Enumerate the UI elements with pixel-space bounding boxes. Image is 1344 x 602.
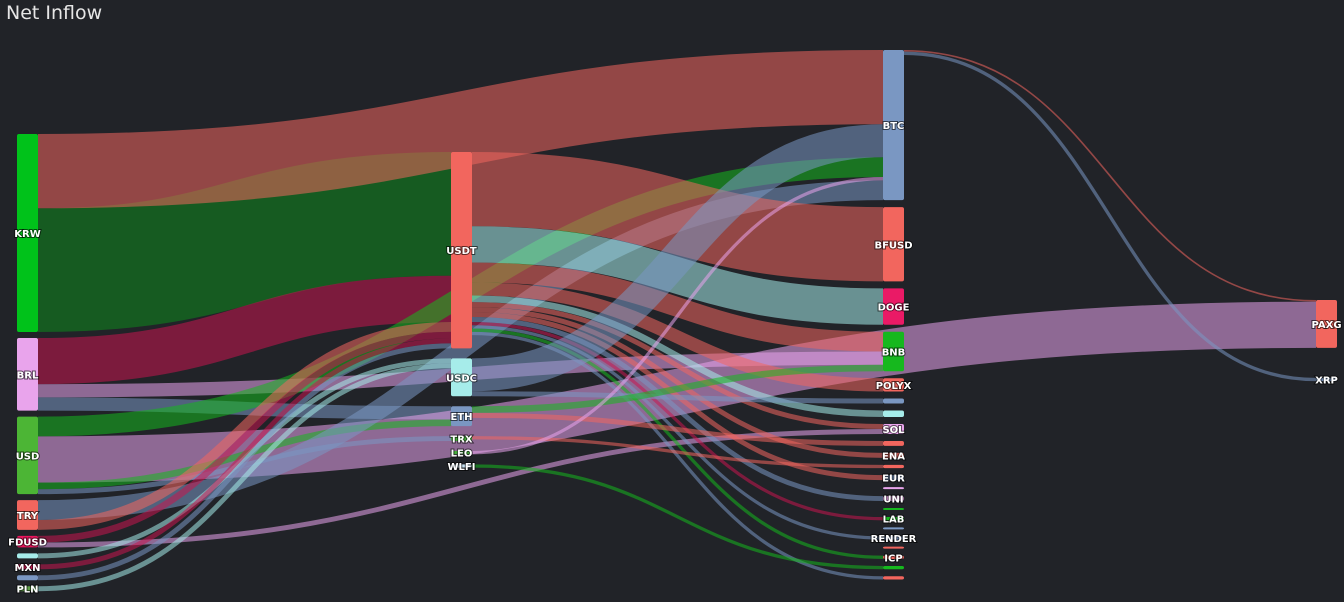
links-layer xyxy=(37,50,1317,592)
link-mxn-to-usdt[interactable] xyxy=(37,338,452,570)
node-label-doge: DOGE xyxy=(878,303,910,314)
node-label-eur: EUR xyxy=(882,474,905,485)
link-btc-to-xrp[interactable] xyxy=(903,51,1317,382)
node-eth[interactable] xyxy=(451,406,472,427)
node-c2_f[interactable] xyxy=(883,508,904,511)
node-c2_g[interactable] xyxy=(883,527,904,530)
node-c2_b[interactable] xyxy=(883,410,904,418)
link-usdt-to-lab[interactable] xyxy=(471,321,884,521)
node-try[interactable] xyxy=(17,500,38,530)
node-label-bnb: BNB xyxy=(882,348,906,359)
node-usd[interactable] xyxy=(17,416,38,495)
node-unk_src[interactable] xyxy=(17,553,38,559)
link-usdt-to-ena[interactable] xyxy=(471,307,884,458)
node-label-sol: SOL xyxy=(882,425,905,436)
node-c2_i[interactable] xyxy=(883,565,904,570)
node-trx[interactable] xyxy=(451,436,472,442)
node-icp[interactable] xyxy=(883,555,904,559)
link-unk_src2-to-usdt[interactable] xyxy=(37,343,452,581)
node-label-btc: BTC xyxy=(883,121,905,132)
node-label-fdusd: FDUSD xyxy=(8,538,47,549)
node-label-mxn: MXN xyxy=(14,563,40,574)
node-bfusd[interactable] xyxy=(883,207,904,282)
link-krw-to-btc[interactable] xyxy=(37,50,884,209)
link-usdc-to-btc[interactable] xyxy=(471,124,884,392)
node-label-usdc: USDC xyxy=(446,373,477,384)
labels-layer: KRW BRL USD TRY FDUSD MXN PLN USDT USDC ETH TRX LEO… xyxy=(7,120,1342,597)
link-usdt-to-bfusd[interactable] xyxy=(471,152,884,282)
node-label-ena: ENA xyxy=(882,451,905,462)
link-wlfi-to-c2_i[interactable] xyxy=(471,464,884,570)
node-label-wlfi: WLFI xyxy=(448,462,476,473)
link-leo-to-btc[interactable] xyxy=(471,177,884,455)
node-btc[interactable] xyxy=(883,50,904,201)
link-usdt-to-sol[interactable] xyxy=(471,302,884,429)
node-c2_d[interactable] xyxy=(883,464,904,469)
node-xrp[interactable] xyxy=(1316,377,1337,382)
node-c2_j[interactable] xyxy=(883,576,904,580)
node-c2_a[interactable] xyxy=(883,398,904,404)
node-unk_src2[interactable] xyxy=(17,575,38,581)
link-usdt-to-icp[interactable] xyxy=(471,328,884,559)
link-btc-to-paxg[interactable] xyxy=(903,50,1317,302)
node-label-krw: KRW xyxy=(14,229,40,240)
link-fdusd-to-sol[interactable] xyxy=(37,429,884,548)
node-leo[interactable] xyxy=(451,451,472,455)
node-wlfi[interactable] xyxy=(451,464,472,468)
node-label-xrp: XRP xyxy=(1315,376,1338,387)
node-c2_c[interactable] xyxy=(883,440,904,446)
link-krw-to-usdt[interactable] xyxy=(37,152,452,332)
node-paxg[interactable] xyxy=(1316,300,1337,348)
node-label-try: TRY xyxy=(17,511,39,522)
node-label-lab: LAB xyxy=(883,515,905,526)
node-bnb[interactable] xyxy=(883,331,904,372)
node-uni[interactable] xyxy=(883,496,904,502)
node-label-uni: UNI xyxy=(883,495,903,506)
node-label-leo: LEO xyxy=(451,449,473,460)
node-ena[interactable] xyxy=(883,452,904,458)
link-usdt-to-c2_b[interactable] xyxy=(471,295,884,418)
link-usdt-to-uni[interactable] xyxy=(471,317,884,502)
link-usdt-to-polyx[interactable] xyxy=(471,282,884,392)
link-try-to-usdt[interactable] xyxy=(37,321,452,530)
node-krw[interactable] xyxy=(17,134,38,332)
node-fdusd[interactable] xyxy=(17,535,38,548)
node-brl[interactable] xyxy=(17,338,38,411)
node-c2_h[interactable] xyxy=(883,546,904,549)
link-eth-to-bnb[interactable] xyxy=(471,364,884,413)
node-label-eth: ETH xyxy=(450,412,472,423)
node-eur[interactable] xyxy=(883,475,904,481)
node-label-render: RENDER xyxy=(871,534,917,545)
link-eth-to-c2_c[interactable] xyxy=(471,412,884,446)
node-c2_e[interactable] xyxy=(883,487,904,490)
node-label-usdt: USDT xyxy=(446,246,477,257)
node-sol[interactable] xyxy=(883,424,904,434)
link-fdusd-to-usdt[interactable] xyxy=(37,331,452,543)
node-doge[interactable] xyxy=(883,288,904,325)
link-brl-to-usdt[interactable] xyxy=(37,275,452,385)
node-label-usd: USD xyxy=(16,451,40,462)
node-mxn[interactable] xyxy=(17,564,38,570)
node-pln[interactable] xyxy=(17,586,38,592)
node-lab[interactable] xyxy=(883,517,904,521)
chart-title: Net Inflow xyxy=(6,2,103,24)
node-usdt[interactable] xyxy=(451,152,472,349)
link-usdc-to-c2_a[interactable] xyxy=(471,391,884,404)
node-label-bfusd: BFUSD xyxy=(874,240,912,251)
nodes-layer xyxy=(17,50,1337,592)
node-label-paxg: PAXG xyxy=(1311,320,1341,331)
link-usdt-to-bnb[interactable] xyxy=(471,262,884,352)
node-label-brl: BRL xyxy=(17,370,39,381)
node-label-trx: TRX xyxy=(450,435,473,446)
link-usdt-to-render[interactable] xyxy=(471,325,884,540)
node-label-polyx: POLYX xyxy=(876,381,912,392)
node-label-pln: PLN xyxy=(16,585,38,596)
link-pln-to-usdc[interactable] xyxy=(37,363,452,592)
node-polyx[interactable] xyxy=(883,378,904,392)
node-usdc[interactable] xyxy=(451,358,472,397)
node-render[interactable] xyxy=(883,536,904,540)
node-label-icp: ICP xyxy=(884,553,902,564)
